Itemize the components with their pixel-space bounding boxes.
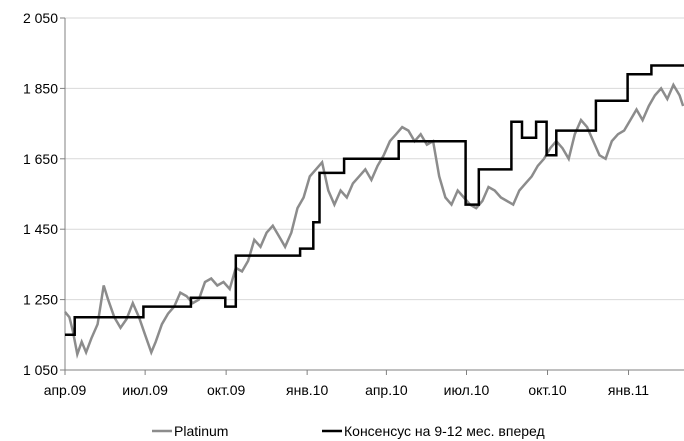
x-tick-label: июл.09	[122, 382, 168, 398]
x-tick-label: июл.10	[444, 382, 490, 398]
y-tick-label: 1 450	[23, 221, 58, 237]
legend-label: Platinum	[174, 423, 228, 439]
plot-series	[64, 64, 684, 359]
y-tick-label: 1 050	[23, 362, 58, 378]
y-axis-ticks: 1 050 1 250 1 450 1 650 1 850 2 050	[23, 10, 65, 378]
y-tick-label: 2 050	[23, 10, 58, 26]
x-tick-label: окт.10	[528, 382, 567, 398]
legend: Platinum Консенсус на 9-12 мес. вперед	[152, 423, 545, 439]
legend-label: Консенсус на 9-12 мес. вперед	[344, 423, 545, 439]
x-tick-label: апр.10	[365, 382, 408, 398]
x-tick-label: янв.10	[286, 382, 328, 398]
axes	[64, 18, 684, 371]
x-axis-ticks: апр.09 июл.09 окт.09 янв.10 апр.10 июл.10 окт.…	[44, 370, 649, 398]
x-tick-label: окт.09	[207, 382, 246, 398]
x-tick-label: янв.11	[608, 382, 649, 398]
y-tick-label: 1 250	[23, 292, 58, 308]
y-tick-label: 1 650	[23, 151, 58, 167]
legend-item-consensus: Консенсус на 9-12 мес. вперед	[322, 423, 545, 439]
y-tick-label: 1 850	[23, 80, 58, 96]
platinum-series-line	[64, 82, 684, 359]
consensus-series-line	[65, 64, 684, 337]
x-tick-label: апр.09	[44, 382, 87, 398]
legend-item-platinum: Platinum	[152, 423, 228, 439]
